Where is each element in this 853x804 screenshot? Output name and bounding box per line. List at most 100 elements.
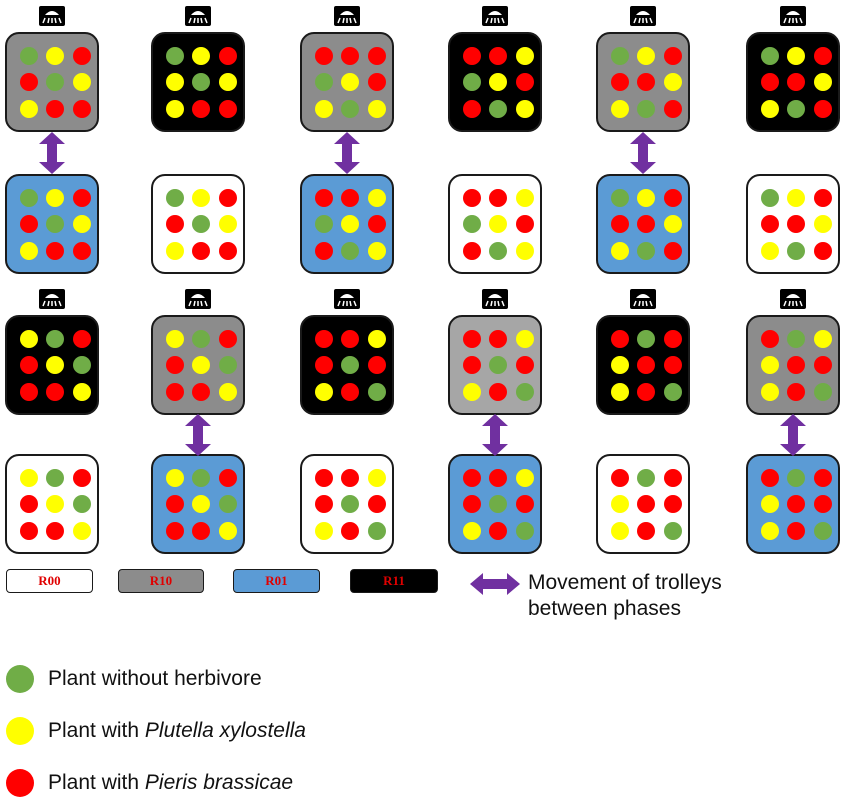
trolley-tray-r11	[300, 315, 394, 415]
plant-plutella-dot	[787, 47, 805, 65]
plant-pieris-dot	[315, 47, 333, 65]
plant-plutella-dot	[516, 100, 534, 118]
plant-pieris-dot	[20, 356, 38, 374]
trolley-tray-r01	[151, 454, 245, 554]
plant-plutella-dot	[516, 189, 534, 207]
sprinkler-icon	[334, 6, 360, 26]
plant-pieris-dot	[219, 189, 237, 207]
plant-pieris-dot	[814, 47, 832, 65]
swatch-r00: R00	[6, 569, 93, 593]
plant-pieris-dot	[637, 383, 655, 401]
plant-plutella-dot	[166, 100, 184, 118]
plant-plutella-dot	[489, 73, 507, 91]
plant-pieris-dot	[637, 495, 655, 513]
plant-without-herbivore-dot	[341, 100, 359, 118]
plant-plutella-dot	[341, 73, 359, 91]
plant-plutella-dot	[814, 73, 832, 91]
plant-plutella-dot	[166, 73, 184, 91]
trolley-tray-r00	[151, 174, 245, 274]
plant-plutella-dot	[219, 215, 237, 233]
plant-pieris-dot	[761, 330, 779, 348]
plant-pieris-dot	[315, 330, 333, 348]
movement-legend-line2: between phases	[528, 597, 681, 620]
plant-plutella-dot	[489, 215, 507, 233]
sprinkler-icon	[185, 289, 211, 309]
plant-pieris-dot	[489, 47, 507, 65]
legend-label-prefix: Plant with	[48, 771, 145, 794]
plant-pieris-dot	[489, 522, 507, 540]
plant-pieris-dot	[516, 215, 534, 233]
trolley-tray-r10	[746, 315, 840, 415]
trolley-tray-r11	[151, 32, 245, 132]
plant-pieris-dot	[664, 242, 682, 260]
legend-plant-with-pieris: Plant with Pieris brassicae	[6, 768, 293, 798]
plant-pieris-dot	[368, 495, 386, 513]
plant-without-herbivore-dot	[46, 330, 64, 348]
plant-plutella-dot	[611, 356, 629, 374]
plant-plutella-dot	[516, 47, 534, 65]
plant-without-herbivore-dot	[787, 100, 805, 118]
plant-pieris-dot	[166, 215, 184, 233]
plant-plutella-dot	[219, 522, 237, 540]
legend-label-species: Plutella xylostella	[144, 719, 306, 742]
plant-without-herbivore-dot	[489, 356, 507, 374]
plant-without-herbivore-dot	[46, 215, 64, 233]
plant-pieris-dot	[463, 242, 481, 260]
sprinkler-icon	[39, 6, 65, 26]
plant-without-herbivore-dot	[368, 383, 386, 401]
plant-pieris-dot	[192, 383, 210, 401]
trolley-tray-r11	[448, 32, 542, 132]
plant-pieris-dot	[219, 242, 237, 260]
plant-pieris-dot	[368, 47, 386, 65]
plant-pieris-dot	[637, 356, 655, 374]
plant-pieris-dot	[787, 383, 805, 401]
plant-pieris-dot	[761, 73, 779, 91]
plant-pieris-dot	[516, 356, 534, 374]
plant-without-herbivore-dot	[787, 330, 805, 348]
plant-plutella-dot	[219, 383, 237, 401]
plant-plutella-dot	[20, 242, 38, 260]
plant-plutella-dot	[814, 330, 832, 348]
plant-plutella-dot	[611, 242, 629, 260]
plant-pieris-dot	[516, 495, 534, 513]
plant-pieris-dot	[219, 330, 237, 348]
plant-without-herbivore-dot	[192, 330, 210, 348]
plant-pieris-dot	[46, 242, 64, 260]
plant-pieris-dot	[341, 330, 359, 348]
plant-pieris-dot	[341, 189, 359, 207]
plant-without-herbivore-dot	[664, 383, 682, 401]
plant-without-herbivore-dot	[637, 469, 655, 487]
sprinkler-icon	[334, 289, 360, 309]
movement-arrow-icon	[630, 132, 656, 174]
plant-plutella-dot	[20, 330, 38, 348]
movement-arrow-icon	[780, 413, 806, 456]
sprinkler-icon	[780, 6, 806, 26]
legend-plant-with-plutella: Plant with Plutella xylostella	[6, 716, 306, 746]
plant-plutella-dot	[761, 522, 779, 540]
plant-plutella-dot	[761, 383, 779, 401]
plant-plutella-dot	[463, 522, 481, 540]
plant-pieris-dot	[219, 100, 237, 118]
plant-pieris-dot	[341, 383, 359, 401]
movement-arrow-icon	[39, 132, 65, 174]
plant-pieris-dot	[166, 522, 184, 540]
plant-pieris-dot	[611, 330, 629, 348]
plant-pieris-dot	[787, 495, 805, 513]
plant-without-herbivore-dot	[664, 522, 682, 540]
plant-plutella-dot	[315, 383, 333, 401]
plant-without-herbivore-dot	[489, 495, 507, 513]
plant-plutella-dot	[219, 73, 237, 91]
plant-pieris-dot	[315, 189, 333, 207]
plant-plutella-dot	[814, 215, 832, 233]
plant-plutella-dot	[192, 189, 210, 207]
plant-pieris-dot	[814, 242, 832, 260]
plant-without-herbivore-dot	[166, 189, 184, 207]
plant-pieris-dot	[489, 189, 507, 207]
plant-pieris-dot	[341, 469, 359, 487]
plant-pieris-dot	[315, 469, 333, 487]
plant-pieris-dot	[166, 356, 184, 374]
plant-pieris-dot	[489, 330, 507, 348]
trolley-tray-r01	[746, 454, 840, 554]
plant-pieris-dot	[73, 242, 91, 260]
plant-pieris-dot	[814, 356, 832, 374]
